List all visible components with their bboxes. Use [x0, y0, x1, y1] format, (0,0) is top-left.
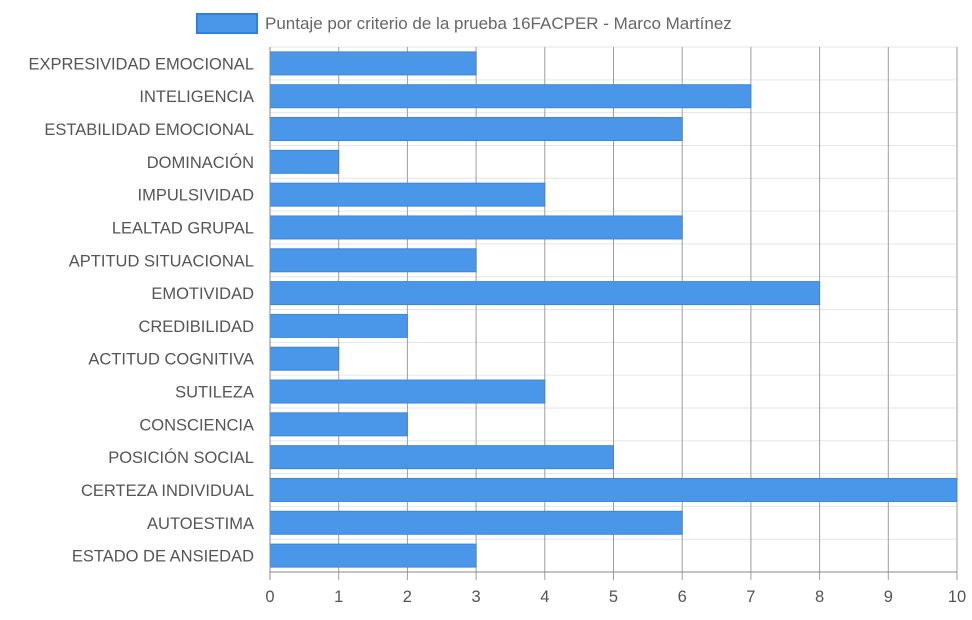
category-label: AUTOESTIMA: [147, 515, 254, 533]
category-label: SUTILEZA: [175, 384, 254, 402]
bar[interactable]: [269, 281, 821, 306]
bar[interactable]: [269, 412, 408, 437]
category-label: CREDIBILIDAD: [138, 318, 254, 336]
category-label: ESTADO DE ANSIEDAD: [72, 548, 254, 566]
legend[interactable]: Puntaje por criterio de la prueba 16FACP…: [196, 13, 732, 34]
bar[interactable]: [269, 543, 477, 568]
x-tick-label: 6: [678, 588, 687, 606]
category-labels: EXPRESIVIDAD EMOCIONAL INTELIGENCIA ESTABI…: [28, 55, 254, 565]
category-label: LEALTAD GRUPAL: [112, 219, 254, 237]
bar[interactable]: [269, 445, 614, 470]
category-label: CONSCIENCIA: [139, 416, 254, 434]
legend-label: Puntaje por criterio de la prueba 16FACP…: [265, 14, 732, 33]
bar[interactable]: [269, 215, 683, 240]
category-label: DOMINACIÓN: [147, 153, 254, 172]
legend-swatch: [196, 13, 258, 34]
bar[interactable]: [269, 379, 546, 404]
bar[interactable]: [269, 248, 477, 273]
bar[interactable]: [269, 477, 958, 502]
x-tick-label: 5: [609, 588, 618, 606]
x-tick-label: 8: [815, 588, 824, 606]
x-tick-label: 1: [334, 588, 343, 606]
category-label: INTELIGENCIA: [139, 88, 254, 106]
category-label: EMOTIVIDAD: [151, 285, 254, 303]
bar[interactable]: [269, 346, 340, 371]
axes: [269, 47, 957, 573]
category-label: CERTEZA INDIVIDUAL: [81, 482, 254, 500]
category-label: APTITUD SITUACIONAL: [69, 252, 254, 270]
bar[interactable]: [269, 84, 752, 109]
x-tick-label: 9: [884, 588, 893, 606]
x-tick-label: 4: [540, 588, 549, 606]
x-tick-label: 10: [948, 588, 966, 606]
category-label: EXPRESIVIDAD EMOCIONAL: [28, 55, 254, 73]
bars: [269, 51, 958, 568]
x-tick-label: 7: [746, 588, 755, 606]
category-label: ESTABILIDAD EMOCIONAL: [44, 121, 254, 139]
bar[interactable]: [269, 313, 408, 338]
x-tick-labels: 0 1 2 3 4 5 6 7 8 9 10: [265, 588, 966, 606]
category-label: POSICIÓN SOCIAL: [108, 448, 254, 467]
bar[interactable]: [269, 51, 477, 76]
bar[interactable]: [269, 117, 683, 142]
x-tick-label: 0: [265, 588, 274, 606]
category-label: ACTITUD COGNITIVA: [88, 351, 254, 369]
bar[interactable]: [269, 510, 683, 535]
x-tick-label: 2: [403, 588, 412, 606]
bar[interactable]: [269, 149, 340, 174]
bar[interactable]: [269, 182, 546, 207]
category-label: IMPULSIVIDAD: [138, 187, 255, 205]
x-tick-label: 3: [472, 588, 481, 606]
